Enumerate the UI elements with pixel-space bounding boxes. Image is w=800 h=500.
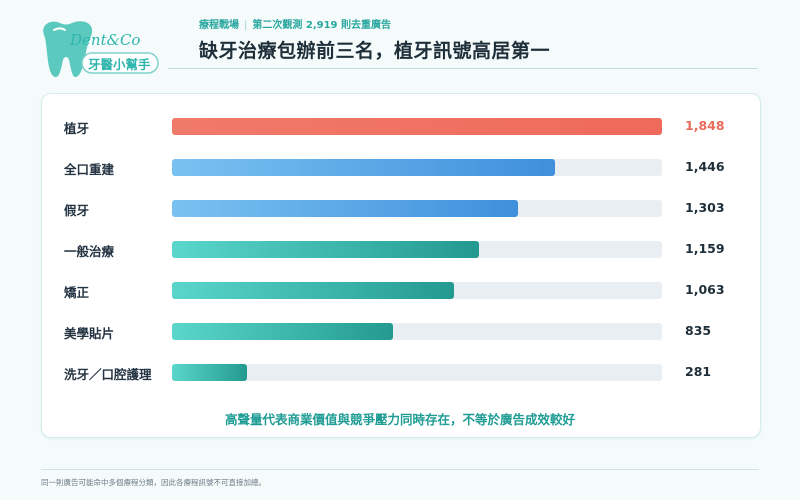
value-label: 835: [685, 323, 712, 338]
category-label: 全口重建: [64, 162, 115, 177]
bar: [172, 159, 556, 176]
bar: [172, 282, 454, 299]
bar: [172, 118, 662, 135]
category-label: 植牙: [64, 121, 90, 136]
chart-footnote: 高聲量代表商業價值與競爭壓力同時存在，不等於廣告成效較好: [224, 412, 575, 427]
section-label: 療程戰場: [199, 20, 239, 31]
value-label: 1,848: [685, 118, 725, 133]
value-label: 1,159: [685, 241, 725, 256]
bar-track: [172, 118, 662, 135]
tooth-icon: [43, 21, 159, 78]
bar-track: [172, 282, 662, 299]
bar: [172, 200, 518, 217]
value-label: 1,446: [685, 159, 725, 174]
value-label: 281: [685, 364, 712, 379]
category-label: 一般治療: [64, 244, 115, 259]
footer-divider: [41, 469, 759, 470]
bar-track: [172, 200, 662, 217]
bar-track: [172, 323, 662, 340]
bar: [172, 241, 480, 258]
brand-name: 牙醫小幫手: [88, 57, 151, 72]
brand-logo: Dent&Co 牙醫小幫手: [38, 18, 160, 80]
value-label: 1,063: [685, 282, 725, 297]
bar-track: [172, 159, 662, 176]
page-title: 缺牙治療包辦前三名，植牙訊號高居第一: [199, 40, 551, 62]
bar: [172, 364, 247, 381]
category-label: 假牙: [64, 203, 90, 218]
category-label: 美學貼片: [64, 326, 115, 341]
category-label: 矯正: [64, 285, 90, 300]
category-label: 洗牙／口腔護理: [64, 367, 152, 382]
chart-card: [41, 93, 761, 438]
subtitle-separator: |: [244, 20, 248, 31]
bar-track: [172, 364, 662, 381]
header-divider: [168, 68, 758, 69]
brand-script: Dent&Co: [70, 31, 141, 49]
footer-note: 同一則廣告可能命中多個療程分類，因此各療程訊號不可直接加總。: [41, 478, 266, 487]
value-label: 1,303: [685, 200, 725, 215]
bar-track: [172, 241, 662, 258]
bar: [172, 323, 394, 340]
meta-label: 第二次觀測 2,919 則去重廣告: [252, 20, 391, 31]
header-subtitle: 療程戰場 | 第二次觀測 2,919 則去重廣告: [199, 16, 391, 31]
